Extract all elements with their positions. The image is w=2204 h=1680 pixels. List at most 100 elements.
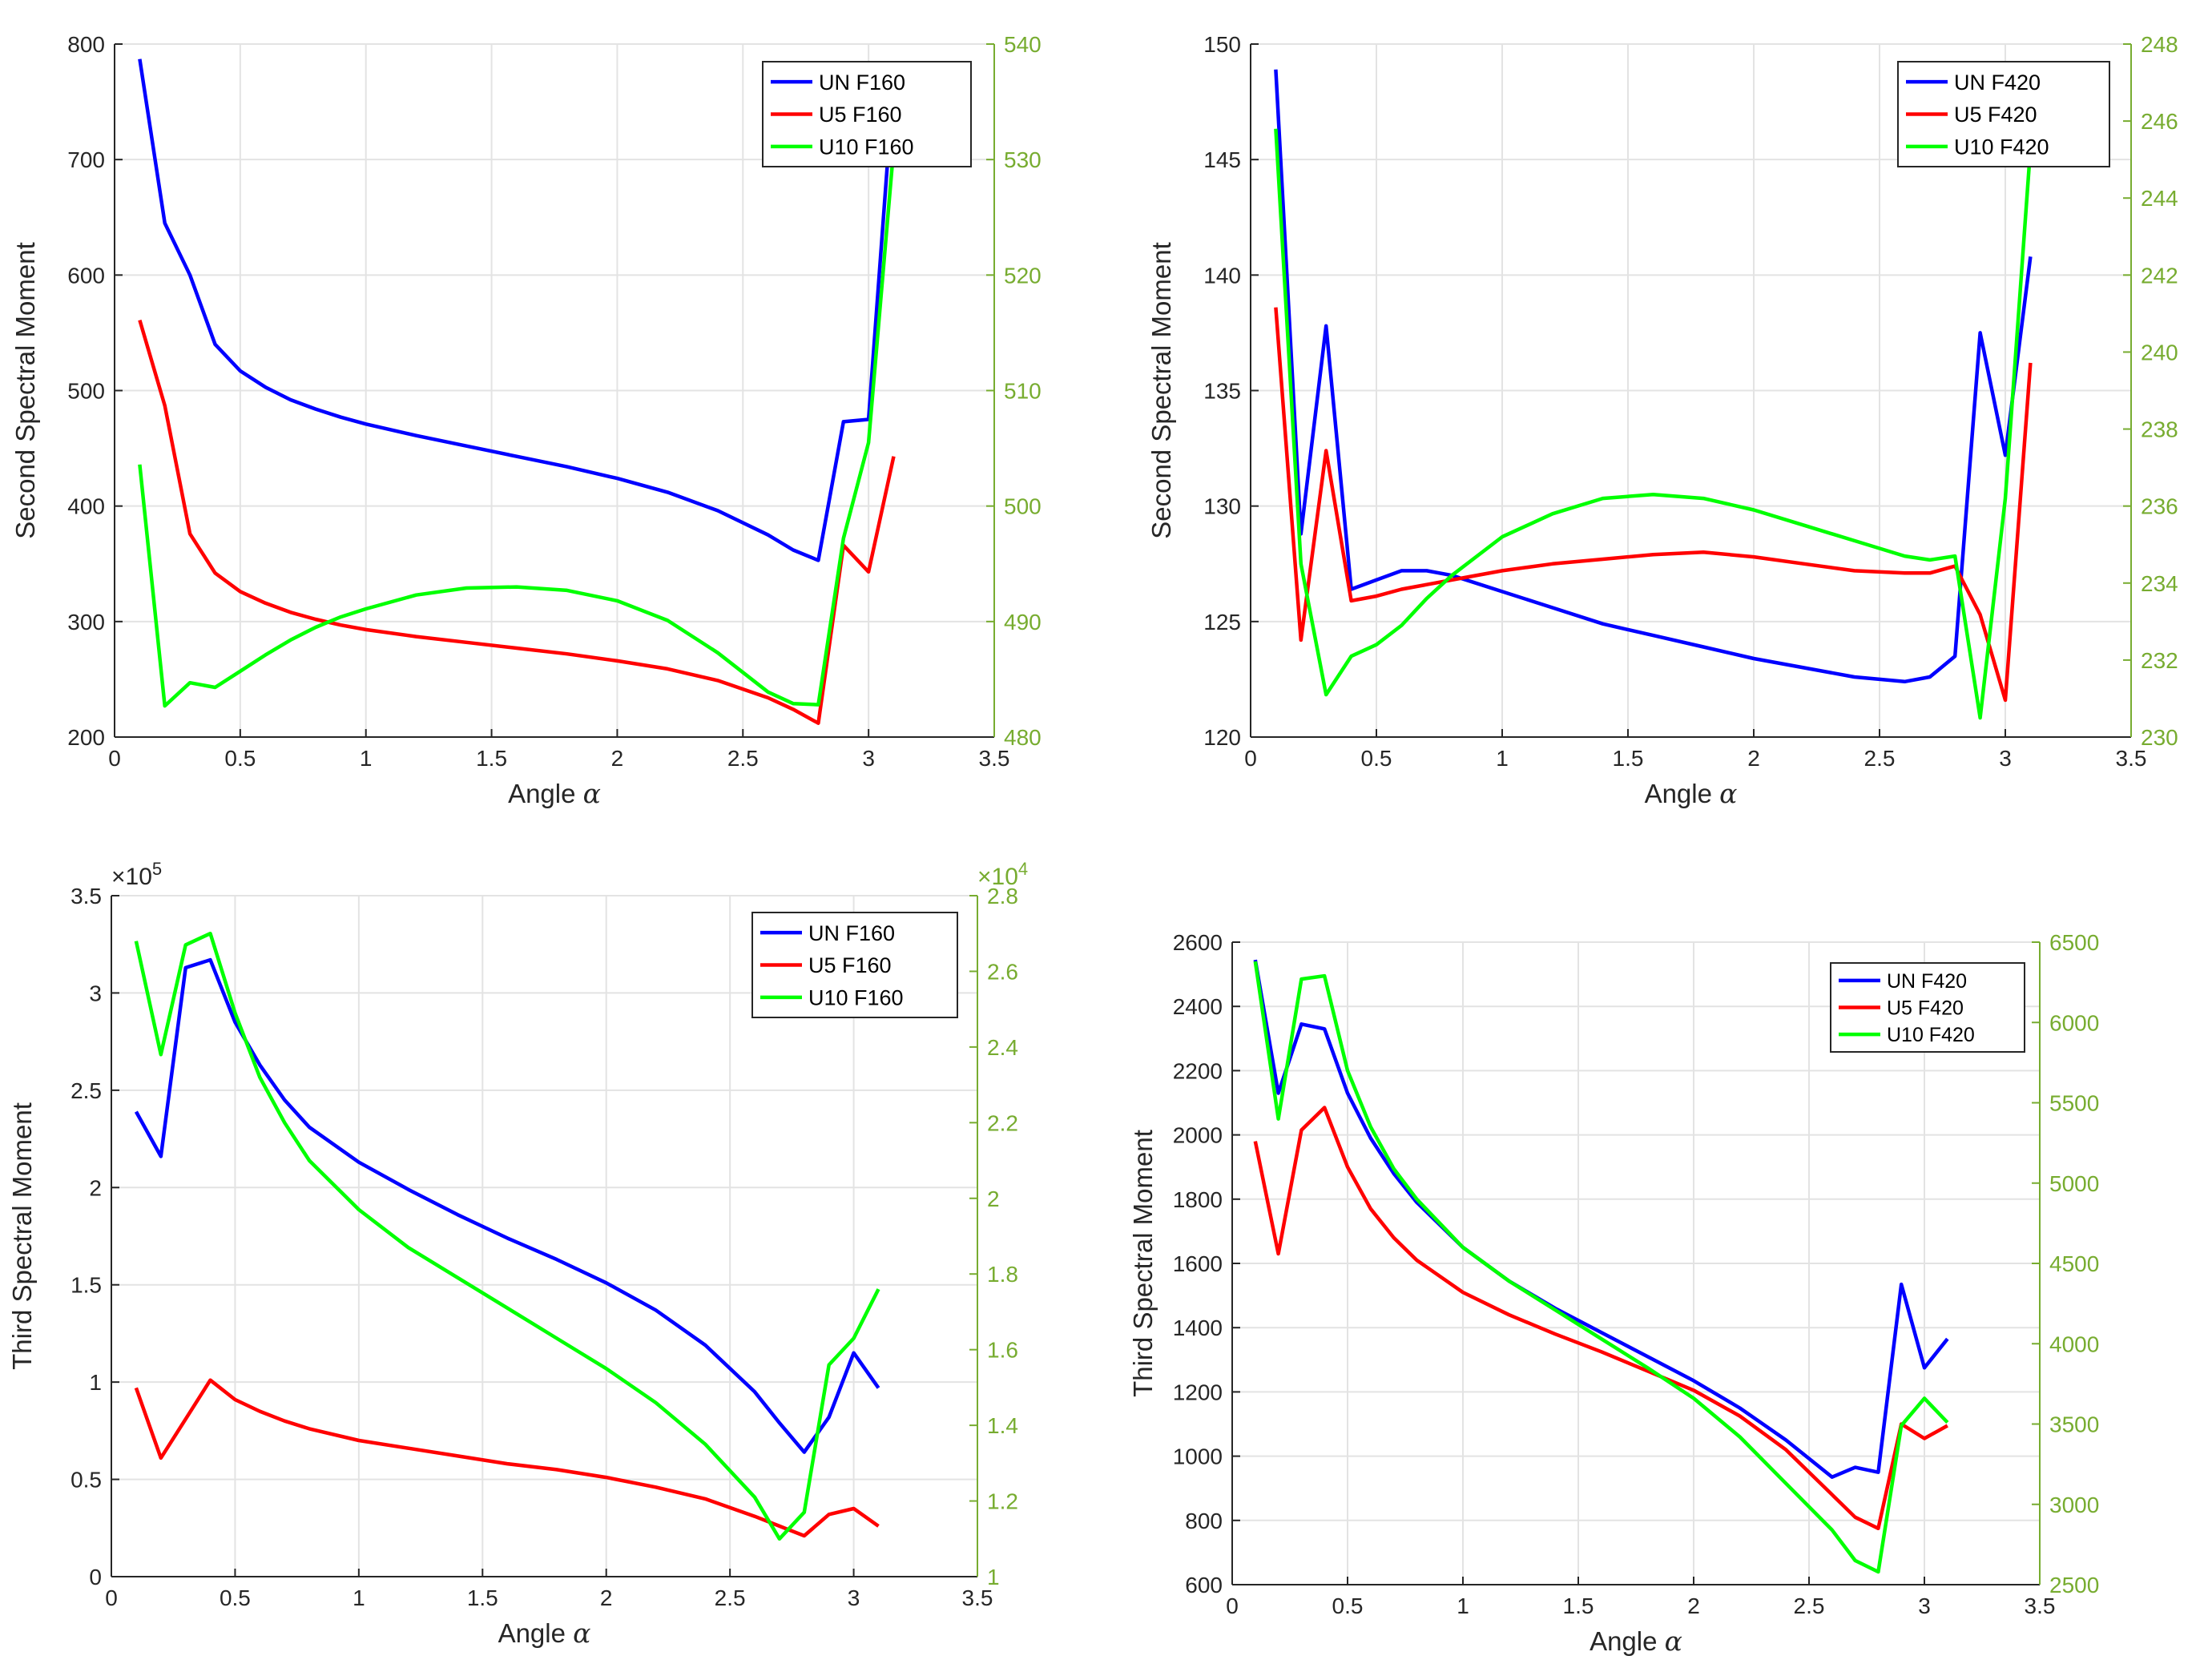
x-axis-label-symbol: α [573, 1618, 590, 1649]
y-left-tick-label: 2.5 [71, 1078, 102, 1103]
y-right-tick-label: 5000 [2049, 1171, 2099, 1196]
y-axis-label: Third Spectral Moment [7, 1102, 37, 1370]
y-left-tick-label: 1800 [1173, 1187, 1223, 1212]
series-line-un-f160 [138, 58, 896, 562]
y-right-tick-label: 1.8 [987, 1262, 1018, 1287]
legend: UN F420 U5 F420 U10 F420 [1897, 61, 2110, 167]
series-line-un-f160 [134, 957, 880, 1454]
y-right-tick-label: 2 [987, 1186, 1000, 1211]
y-left-tick-label: 1200 [1173, 1380, 1223, 1404]
y-left-tick-label: 135 [1203, 379, 1241, 404]
x-tick-label: 3.5 [2116, 746, 2147, 771]
series-line-u5-f420 [1253, 1106, 1948, 1531]
y-left-tick-label: 3 [89, 981, 102, 1005]
y-right-tick-label: 4500 [2049, 1251, 2099, 1276]
series-line-u5-f160 [138, 319, 896, 725]
y-right-tick-label: 240 [2141, 340, 2178, 365]
y-right-tick-label: 4000 [2049, 1332, 2099, 1356]
x-axis-label-symbol: α [583, 778, 601, 809]
x-tick-label: 3 [1999, 746, 2012, 771]
y-left-tick-label: 125 [1203, 610, 1241, 635]
y-right-tick-label: 236 [2141, 494, 2178, 519]
x-tick-label: 2.5 [715, 1585, 746, 1610]
chart-bottom-right-third-spectral-moment-f420: 0 0.5 1 1.5 2 2.5 3 3.5 600 800 1000 1200 1400 1600 18… [1128, 930, 2099, 1657]
x-axis-label-text: Angle [1645, 779, 1720, 808]
y-left-tick-label: 3.5 [71, 884, 102, 908]
y-left-tick-label: 2 [89, 1175, 102, 1200]
y-left-tick-label: 0 [89, 1565, 102, 1589]
legend-label-u10-f420: U10 F420 [1954, 135, 2049, 159]
y-right-tick-label: 530 [1004, 147, 1042, 172]
series-line-un-f420 [1274, 69, 2033, 684]
x-tick-label: 1 [1457, 1593, 1469, 1618]
y-right-tick-label: 3500 [2049, 1412, 2099, 1437]
y-right-tick-label: 230 [2141, 725, 2178, 750]
y-left-tick-label: 1 [89, 1370, 102, 1395]
y-left-tick-label: 145 [1203, 147, 1241, 172]
legend-label-un-f160: UN F160 [819, 71, 905, 95]
y-left-tick-label: 2600 [1173, 930, 1223, 955]
y-left-multiplier-base: ×10 [111, 864, 152, 890]
y-right-tick-label: 244 [2141, 186, 2178, 211]
x-tick-label: 3.5 [2025, 1593, 2056, 1618]
x-axis-label-text: Angle [1590, 1626, 1665, 1656]
legend-label-u5-f160: U5 F160 [819, 103, 902, 127]
y-left-tick-label: 600 [1185, 1573, 1223, 1597]
y-left-tick-label: 2000 [1173, 1123, 1223, 1148]
chart-top-left-second-spectral-moment-f160: 0 0.5 1 1.5 2 2.5 3 3.5 200 300 400 500 600 700 800 480… [10, 32, 1042, 809]
y-right-tick-label: 248 [2141, 32, 2178, 57]
y-right-multiplier-base: ×10 [977, 864, 1018, 890]
x-tick-label: 0 [1244, 746, 1257, 771]
x-tick-label: 2.5 [1794, 1593, 1825, 1618]
y-axis-label: Third Spectral Moment [1128, 1130, 1158, 1397]
legend-label-u10-f160: U10 F160 [819, 135, 914, 159]
y-right-tick-label: 500 [1004, 494, 1042, 519]
x-tick-label: 2.5 [1864, 746, 1896, 771]
y-left-tick-label: 2200 [1173, 1058, 1223, 1083]
y-right-tick-label: 490 [1004, 610, 1042, 635]
y-left-tick-label: 2400 [1173, 994, 1223, 1019]
y-left-tick-label: 140 [1203, 263, 1241, 288]
x-axis-label-symbol: α [1665, 1626, 1682, 1657]
y-left-tick-label: 1600 [1173, 1251, 1223, 1276]
x-axis-label-text: Angle [508, 779, 583, 808]
legend-label-un-f420: UN F420 [1887, 970, 1967, 993]
y-axis-label: Second Spectral Moment [1146, 242, 1176, 539]
y-right-tick-label: 6500 [2049, 930, 2099, 955]
series-group [134, 931, 880, 1541]
y-right-tick-label: 246 [2141, 109, 2178, 134]
y-right-tick-label: 1.6 [987, 1338, 1018, 1363]
y-right-tick-label: 3000 [2049, 1493, 2099, 1517]
series-line-u10-f420 [1253, 961, 1949, 1574]
y-right-tick-label: 480 [1004, 725, 1042, 750]
series-group [138, 58, 896, 725]
y-left-tick-label: 700 [67, 147, 105, 172]
x-tick-label: 3 [862, 746, 875, 771]
y-right-tick-label: 6000 [2049, 1010, 2099, 1035]
y-right-tick-label: 5500 [2049, 1091, 2099, 1116]
chart-bottom-left-third-spectral-moment-f160: 0 0.5 1 1.5 2 2.5 3 3.500.511.522.533.511.21.41… [7, 859, 1028, 1649]
y-left-tick-label: 200 [67, 725, 105, 750]
x-tick-label: 1.5 [476, 746, 507, 771]
x-tick-label: 2 [1747, 746, 1760, 771]
series-line-u5-f160 [134, 1378, 880, 1538]
x-axis-label: Angle α [1590, 1626, 1682, 1657]
y-left-tick-label: 400 [67, 494, 105, 519]
y-left-tick-label: 300 [67, 610, 105, 635]
legend-label-u5-f160: U5 F160 [808, 953, 892, 977]
y-right-tick-label: 234 [2141, 571, 2178, 596]
y-right-tick-label: 232 [2141, 648, 2178, 673]
x-tick-label: 2.5 [727, 746, 759, 771]
y-right-tick-label: 2.4 [987, 1035, 1018, 1060]
x-tick-label: 3 [848, 1585, 860, 1610]
series-line-u5-f420 [1274, 307, 2033, 703]
y-right-tick-label: 2.2 [987, 1110, 1018, 1135]
x-tick-label: 0 [1226, 1593, 1239, 1618]
x-tick-label: 2 [1687, 1593, 1700, 1618]
y-left-multiplier: ×105 [111, 859, 162, 890]
x-tick-label: 0.5 [220, 1585, 251, 1610]
x-tick-label: 3.5 [962, 1585, 993, 1610]
x-tick-label: 1 [360, 746, 373, 771]
x-tick-label: 3 [1918, 1593, 1931, 1618]
